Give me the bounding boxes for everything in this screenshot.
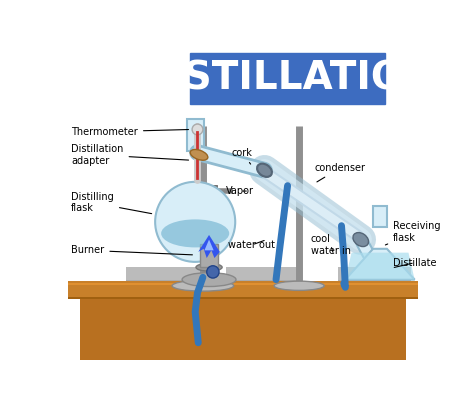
Polygon shape — [346, 253, 415, 279]
Bar — [126, 266, 207, 280]
Text: Distillation
adapter: Distillation adapter — [71, 144, 189, 166]
Text: condenser: condenser — [315, 163, 365, 182]
Bar — [68, 283, 418, 285]
Bar — [80, 299, 406, 360]
Ellipse shape — [161, 220, 229, 247]
Bar — [189, 185, 217, 197]
Bar — [226, 267, 299, 281]
Polygon shape — [346, 249, 415, 279]
Bar — [189, 220, 217, 232]
Bar — [126, 267, 207, 281]
Polygon shape — [198, 235, 220, 258]
Bar — [68, 296, 418, 299]
Circle shape — [207, 266, 219, 278]
Ellipse shape — [182, 273, 236, 286]
Ellipse shape — [190, 149, 208, 160]
Bar — [337, 267, 411, 281]
Text: cool
water in: cool water in — [310, 234, 351, 256]
Ellipse shape — [257, 164, 272, 177]
Bar — [373, 206, 387, 227]
Text: Distilling
flask: Distilling flask — [71, 192, 152, 214]
Text: Burner: Burner — [71, 245, 192, 255]
Text: Thermometer: Thermometer — [71, 127, 189, 137]
Circle shape — [155, 182, 235, 262]
Circle shape — [192, 124, 203, 135]
Ellipse shape — [274, 281, 324, 290]
Bar — [187, 119, 204, 151]
FancyBboxPatch shape — [190, 53, 385, 104]
Bar — [200, 244, 219, 267]
Bar — [226, 266, 299, 280]
Text: Receiving
flask: Receiving flask — [385, 221, 440, 245]
Ellipse shape — [353, 232, 368, 247]
Ellipse shape — [196, 263, 222, 271]
Text: cork: cork — [231, 147, 252, 164]
Polygon shape — [204, 240, 214, 250]
Ellipse shape — [257, 163, 272, 177]
Text: Vapor: Vapor — [226, 186, 254, 196]
Text: water out: water out — [228, 240, 275, 250]
Bar — [68, 281, 418, 299]
Bar — [337, 266, 411, 280]
Text: Distillate: Distillate — [393, 258, 437, 268]
Ellipse shape — [172, 280, 234, 291]
Text: DISTILLATION: DISTILLATION — [138, 60, 438, 98]
